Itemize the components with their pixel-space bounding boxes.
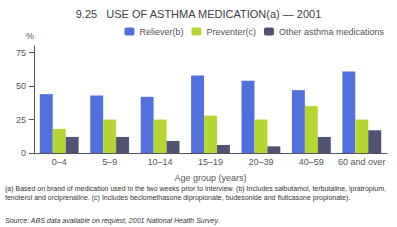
svg-text:(a) Based on brand of medicati: (a) Based on brand of medication used in… [5,185,388,193]
svg-text:Age group (years): Age group (years) [174,173,246,183]
svg-text:75: 75 [16,48,26,58]
svg-text:60 and over: 60 and over [338,157,386,167]
svg-text:9.25 USE OF ASTHMA MEDICATIO: 9.25 USE OF ASTHMA MEDICATION(a) — 2001 [76,8,322,20]
svg-text:10–14: 10–14 [148,157,173,167]
svg-text:Source: ABS data available on: Source: ABS data available on request, 2… [5,217,219,225]
svg-text:Reliever(b): Reliever(b) [139,27,183,37]
svg-text:50: 50 [16,81,26,91]
svg-text:0–4: 0–4 [52,157,67,167]
svg-text:Preventer(c): Preventer(c) [206,27,256,37]
svg-text:fenoterol and orciprenaline. (: fenoterol and orciprenaline. (c) Include… [5,194,350,202]
svg-text:25: 25 [16,115,26,125]
svg-text:%: % [26,31,34,41]
svg-text:0: 0 [21,148,26,158]
svg-text:Other asthma medications: Other asthma medications [279,27,385,37]
svg-text:40–59: 40–59 [299,157,324,167]
svg-text:5–9: 5–9 [102,157,117,167]
svg-text:15–19: 15–19 [198,157,223,167]
svg-text:20–39: 20–39 [248,157,273,167]
